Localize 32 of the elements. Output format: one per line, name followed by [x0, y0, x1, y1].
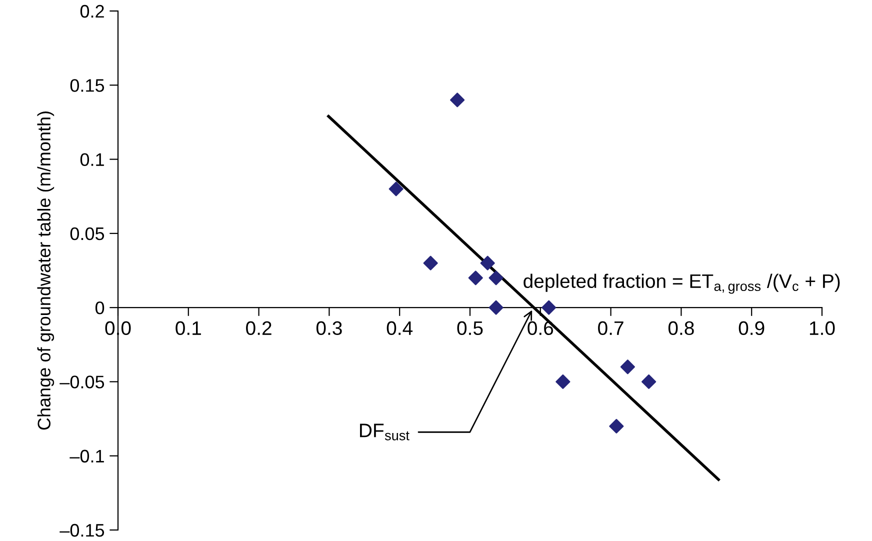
y-tick-label: 0	[95, 302, 104, 314]
x-tick-label: 1.0	[810, 321, 835, 336]
x-tick-label: 0.8	[668, 321, 694, 336]
point	[488, 270, 504, 286]
point	[388, 182, 404, 196]
x-tick-label: 0.5	[457, 321, 483, 336]
x-tick-label: 0.1	[176, 321, 201, 336]
point	[468, 270, 483, 286]
y-axis-title: Change of groundwater table (m/month)	[37, 112, 54, 430]
point	[480, 256, 495, 270]
x-tick-label: 0.4	[386, 321, 413, 336]
x-tick-label: 0.9	[738, 321, 764, 336]
y-tick-label: 0.1	[80, 153, 104, 166]
y-tick-label: 0.05	[70, 227, 104, 240]
point	[542, 300, 556, 315]
point	[423, 256, 438, 270]
point	[488, 300, 504, 315]
y-tick-label: 0.15	[70, 79, 104, 92]
x-tick-label: 0.3	[316, 321, 342, 336]
y-tick-label: 0.2	[80, 4, 104, 18]
x-tick-label: 0.7	[598, 321, 624, 336]
point	[620, 360, 635, 374]
y-tick-label: –0.15	[60, 524, 104, 537]
x-tick-label: 0.2	[246, 321, 272, 336]
y-tick-label: –0.1	[70, 450, 104, 463]
point	[609, 418, 624, 434]
point	[556, 374, 570, 389]
y-tick-label: –0.05	[60, 376, 104, 388]
annotation: DF$_{sust}$	[360, 424, 410, 440]
point	[450, 92, 465, 108]
annotation: depleted fraction = ET$_{a,gross}$ /(V$_{c}$ + P)	[524, 274, 840, 294]
point	[642, 374, 656, 389]
